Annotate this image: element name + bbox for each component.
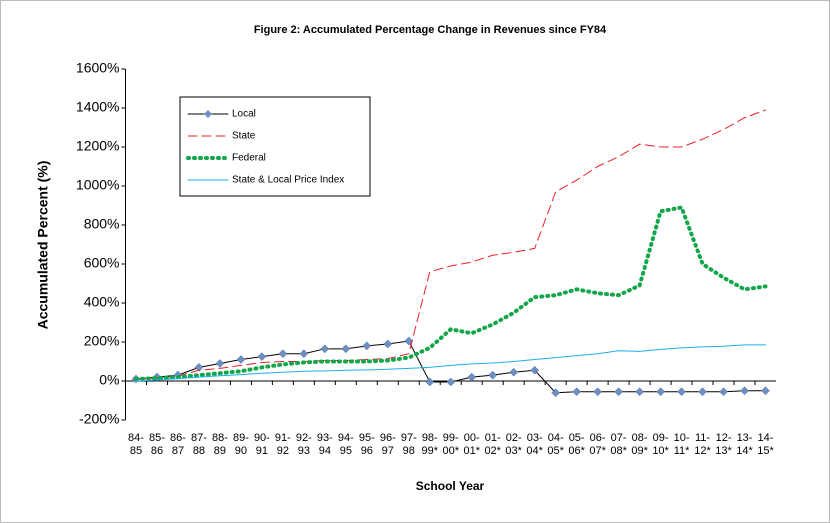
x-tick-label: 95-96 [358, 432, 375, 457]
point-marker [530, 365, 540, 375]
point-marker [656, 387, 665, 397]
y-tick-label: 200% [84, 333, 120, 349]
point-marker [404, 336, 414, 346]
series-line [135, 109, 767, 380]
x-tick-label: 05-06* [568, 432, 585, 457]
y-tick-label: 400% [84, 294, 120, 310]
y-tick-label: 1000% [76, 177, 120, 193]
x-tick-label: 93-94 [316, 432, 333, 457]
x-tick-label: 90-91 [253, 432, 270, 457]
point-marker [320, 344, 330, 354]
x-tick-label: 08-09* [631, 432, 648, 457]
x-tick-label: 09-10* [652, 432, 669, 457]
point-marker [278, 349, 288, 359]
point-marker [362, 341, 372, 351]
y-tick-label: 0% [99, 372, 119, 388]
x-tick-label: 01-02* [484, 432, 501, 457]
point-marker [299, 349, 309, 359]
point-marker [341, 344, 351, 354]
point-marker [677, 387, 686, 397]
legend-label: Federal [232, 153, 266, 164]
point-marker [593, 387, 602, 397]
x-tick-label: 98-99* [421, 432, 439, 457]
point-marker [761, 386, 770, 396]
x-tick-label: 14-15* [757, 432, 774, 457]
series-line [135, 344, 767, 382]
x-tick-label: 84-85 [128, 432, 144, 457]
y-axis-title: Accumulated Percent (%) [35, 161, 51, 330]
y-tick-label: 1600% [76, 60, 120, 76]
point-marker [425, 377, 435, 387]
x-axis-title: School Year [416, 479, 485, 493]
x-tick-label: 11-12* [694, 432, 711, 457]
x-tick-label: 03-04* [526, 432, 543, 457]
x-tick-label: 85-86 [149, 432, 165, 457]
x-tick-label: 13-14* [736, 432, 753, 457]
point-marker [551, 388, 561, 398]
x-tick-label: 06-07* [589, 432, 606, 457]
x-tick-label: 07-08* [610, 432, 627, 457]
x-tick-label: 97-98 [400, 432, 417, 457]
point-marker [509, 367, 519, 377]
x-tick-label: 10-11* [673, 432, 690, 457]
x-tick-label: 91-92 [274, 432, 291, 457]
point-marker [236, 355, 246, 364]
point-marker [467, 372, 477, 382]
y-tick-label: -200% [79, 411, 119, 427]
point-marker [257, 352, 267, 361]
x-tick-label: 02-03* [505, 432, 522, 457]
x-tick-label: 96-97 [379, 432, 396, 457]
x-tick-label: 92-93 [295, 432, 312, 457]
x-tick-label: 00-01* [463, 432, 480, 457]
y-tick-label: 800% [84, 216, 120, 232]
legend-label: State & Local Price Index [232, 175, 344, 186]
x-tick-label: 88-89 [211, 432, 228, 457]
point-marker [719, 387, 728, 397]
point-marker [614, 387, 623, 397]
legend-marker [204, 110, 212, 118]
y-tick-label: 600% [84, 255, 120, 271]
legend-label: State [232, 131, 256, 142]
point-marker [740, 386, 749, 396]
x-tick-label: 99-00* [442, 432, 460, 457]
point-marker [446, 377, 456, 387]
chart-title: Figure 2: Accumulated Percentage Change … [254, 24, 607, 36]
x-tick-label: 87-88 [190, 432, 207, 457]
legend-label: Local [232, 109, 256, 120]
point-marker [698, 387, 707, 397]
point-marker [635, 387, 644, 397]
series-line [133, 205, 768, 382]
x-tick-label: 89-90 [232, 432, 249, 457]
point-marker [383, 339, 393, 349]
x-tick-label: 94-95 [337, 432, 354, 457]
point-marker [488, 370, 498, 380]
point-marker [572, 387, 582, 397]
x-tick-label: 12-13* [715, 432, 732, 457]
point-marker [194, 362, 204, 372]
x-tick-label: 04-05* [547, 432, 564, 457]
y-tick-label: 1400% [76, 99, 120, 115]
y-tick-label: 1200% [76, 138, 120, 154]
point-marker [215, 359, 225, 368]
x-tick-label: 86-87 [170, 432, 186, 457]
